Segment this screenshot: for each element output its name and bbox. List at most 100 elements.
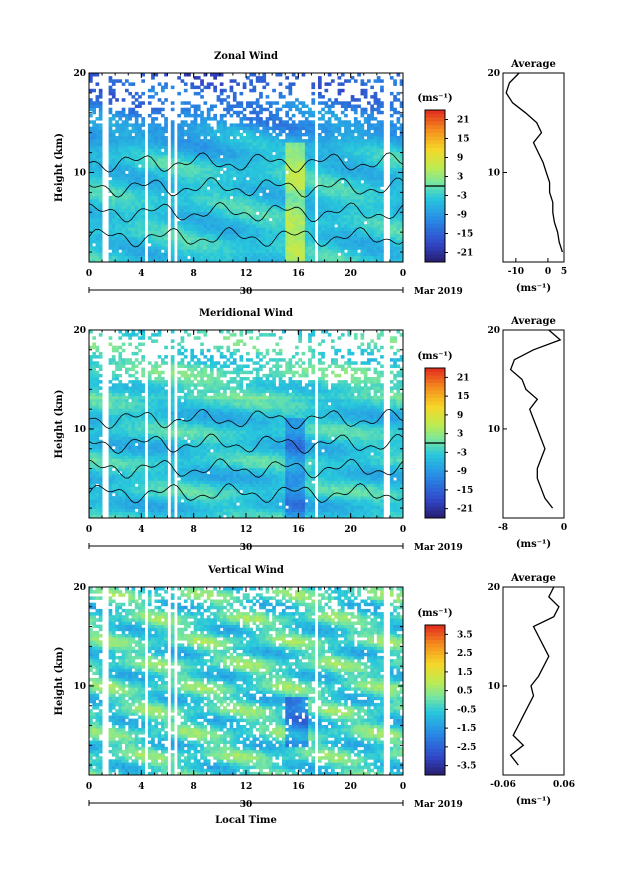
colorbar-tick-label: 3.5 (457, 630, 473, 640)
colorbar-segment (425, 144, 445, 149)
average-x-tick-label: 0 (545, 267, 551, 277)
panel-title: Vertical Wind (207, 565, 284, 576)
colorbar-unit: (ms⁻¹) (417, 608, 452, 619)
contour-line (88, 433, 404, 455)
panel-title: Zonal Wind (214, 51, 278, 62)
colorbar-segment (425, 756, 445, 761)
average-y-tick-label: 20 (487, 583, 500, 593)
x-tick-label: 12 (240, 782, 253, 792)
average-frame (502, 72, 565, 263)
colorbar-segment (425, 258, 445, 263)
colorbar-segment (425, 428, 445, 433)
colorbar-segment (425, 670, 445, 675)
colorbar-segment (425, 446, 445, 451)
colorbar-segment (425, 231, 445, 236)
average-line (509, 329, 562, 509)
colorbar-tick-label: 15 (457, 135, 470, 145)
colorbar-segment (425, 167, 445, 172)
colorbar-segment (425, 628, 445, 633)
colorbar-segment (425, 685, 445, 690)
x-tick-label: 8 (191, 269, 197, 279)
colorbar-segment (425, 224, 445, 229)
colorbar-segment (425, 640, 445, 645)
colorbar-tick-label: -3 (457, 192, 467, 202)
average-x-tick-label: 0 (561, 523, 567, 533)
day-label: 30 (240, 543, 253, 553)
colorbar-segment (425, 443, 445, 448)
colorbar-segment (425, 625, 445, 630)
colorbar-segment (425, 129, 445, 134)
y-tick-label: 10 (73, 168, 86, 178)
colorbar-segment (425, 752, 445, 757)
average-x-tick-label: 5 (561, 267, 567, 277)
average-title: Average (510, 316, 556, 327)
colorbar-tick-label: -1.5 (457, 724, 476, 734)
colorbar-segment (425, 125, 445, 130)
contour-line (88, 226, 404, 248)
x-tick-label: 12 (240, 269, 253, 279)
x-tick-label: 0 (400, 525, 406, 535)
colorbar-tick-label: -3.5 (457, 762, 476, 772)
colorbar-segment (425, 718, 445, 723)
colorbar-segment (425, 771, 445, 776)
colorbar-segment (425, 715, 445, 720)
x-tick-label: 20 (344, 525, 357, 535)
colorbar-frame (424, 624, 446, 776)
average-line (505, 72, 564, 253)
colorbar-tick-label: 0.5 (457, 687, 473, 697)
colorbar-segment (425, 658, 445, 663)
average-frame (502, 586, 565, 776)
colorbar-segment (425, 383, 445, 388)
colorbar-segment (425, 760, 445, 765)
colorbar-segment (425, 655, 445, 660)
colorbar-segment (425, 189, 445, 195)
colorbar-tick-label: 21 (457, 373, 470, 383)
colorbar-unit: (ms⁻¹) (417, 93, 452, 104)
colorbar-tick-label: 3 (457, 430, 463, 440)
y-tick-label: 10 (73, 682, 86, 692)
colorbar-tick-label: -21 (457, 249, 473, 259)
colorbar-segment (425, 439, 445, 444)
colorbar-segment (425, 390, 445, 395)
colorbar-segment (425, 405, 445, 410)
x-tick-label: 0 (86, 782, 92, 792)
colorbar-tick-label: 9 (457, 411, 463, 421)
colorbar-segment (425, 503, 445, 508)
average-x-label: (ms⁻¹) (516, 539, 551, 550)
x-tick-label: 4 (138, 525, 144, 535)
colorbar-tick-label: 15 (457, 392, 470, 402)
colorbar-segment (425, 212, 445, 217)
colorbar-segment (425, 155, 445, 160)
colorbar-segment (425, 692, 445, 697)
colorbar-segment (425, 737, 445, 742)
colorbar-segment (425, 431, 445, 436)
panel-title: Meridional Wind (199, 308, 293, 319)
colorbar-segment (425, 476, 445, 481)
average-profile: Average 10 20 -8 0 (ms⁻¹) (487, 316, 567, 550)
colorbar-unit: (ms⁻¹) (417, 351, 452, 362)
colorbar-segment (425, 651, 445, 656)
colorbar-segment (425, 246, 445, 252)
average-x-tick-label: -0.06 (490, 780, 516, 790)
colorbar-segment (425, 491, 445, 496)
colorbar-segment (425, 386, 445, 391)
colorbar-segment (425, 763, 445, 768)
x-tick-label: 8 (191, 525, 197, 535)
colorbar-segment (425, 401, 445, 406)
colorbar-segment (425, 688, 445, 693)
colorbar-segment (425, 170, 445, 176)
colorbar: 21 15 9 3 -3 -9 -15 -21 (ms⁻¹) (417, 93, 473, 263)
contour-line (88, 458, 404, 479)
colorbar-segment (425, 733, 445, 738)
average-line (509, 586, 560, 766)
colorbar-segment (425, 454, 445, 459)
colorbar-segment (425, 121, 445, 126)
colorbar-segment (425, 159, 445, 164)
colorbar-segment (425, 148, 445, 153)
colorbar-tick-label: 21 (457, 116, 470, 126)
colorbar-segment (425, 250, 445, 255)
colorbar-segment (425, 488, 445, 493)
colorbar-segment (425, 197, 445, 202)
colorbar-segment (425, 681, 445, 686)
contour-line (88, 408, 404, 430)
